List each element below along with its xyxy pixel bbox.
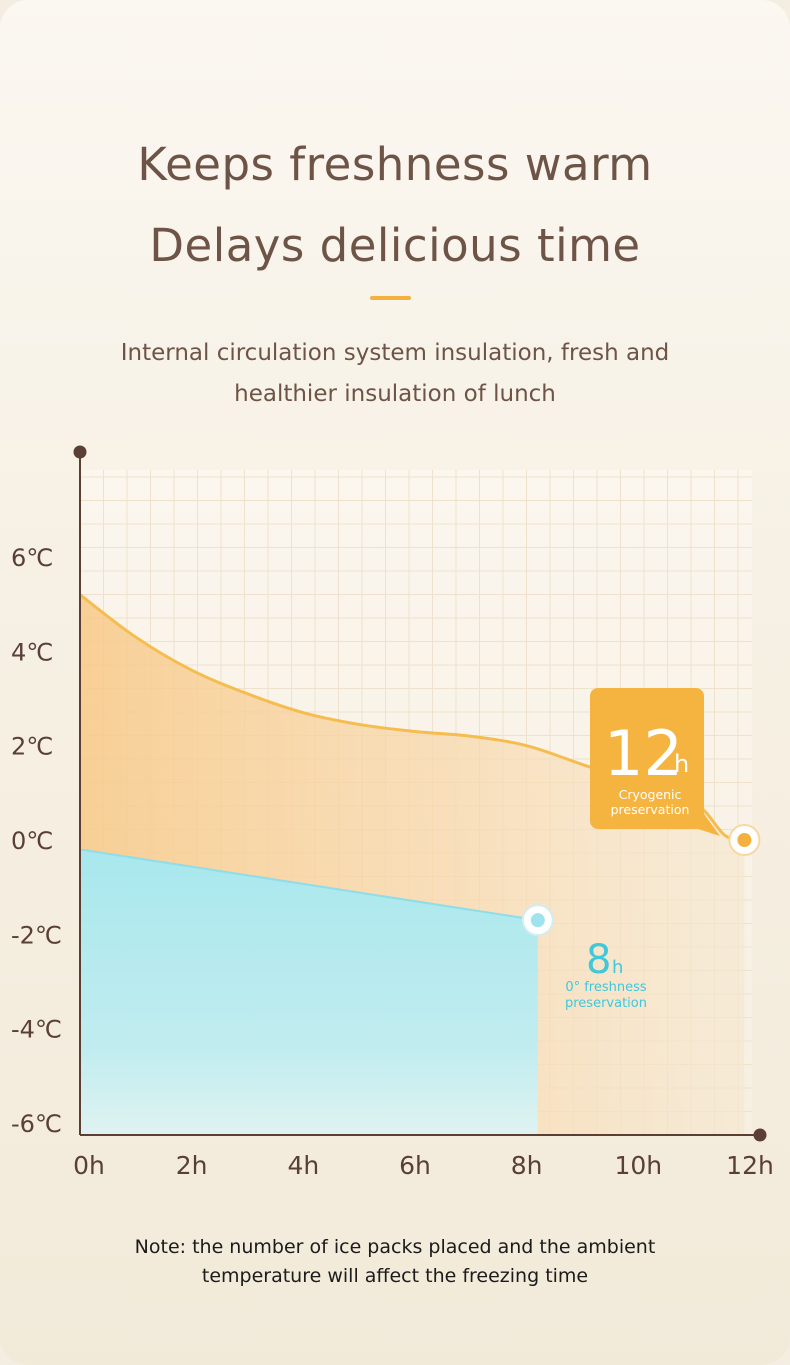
series-1-end-dot	[737, 833, 752, 847]
x-tick-label: 2h	[176, 1151, 208, 1180]
temperature-chart: 6℃4℃2℃0℃-2℃-4℃-6℃0h 2h 4h 6h 8h 10h 12h 12hCry…	[11, 445, 774, 1180]
footnote: Note: the number of ice packs placed and…	[70, 1233, 720, 1291]
subtitle: Internal circulation system insulation, …	[95, 333, 695, 415]
series-2-area	[80, 849, 538, 1135]
subtitle-line-2: healthier insulation of lunch	[234, 381, 556, 407]
annotation-12h-callout	[590, 688, 720, 836]
x-axis-end-dot	[753, 1128, 767, 1142]
y-tick-label: 2℃	[11, 733, 53, 761]
series-2-end-dot	[530, 913, 545, 928]
y-tick-label: -2℃	[11, 921, 62, 949]
annotation-8h-label-1: 0° freshness	[565, 980, 647, 995]
y-tick-label: 4℃	[11, 638, 53, 666]
annotation-8h-unit: h	[612, 957, 623, 978]
y-tick-label: 6℃	[11, 544, 53, 572]
y-axis-end-dot	[73, 445, 87, 459]
x-tick-label: 10h	[615, 1151, 663, 1180]
title-line-1: Keeps freshness warm	[137, 138, 653, 191]
footnote-line-1: Note: the number of ice packs placed and…	[134, 1236, 656, 1258]
annotation-8h-label-2: preservation	[565, 996, 647, 1011]
tick-labels: 6℃4℃2℃0℃-2℃-4℃-6℃0h 2h 4h 6h 8h 10h 12h	[11, 544, 774, 1180]
title-accent-divider	[370, 296, 411, 300]
annotation-12h-label-1: Cryogenic	[619, 787, 682, 802]
x-tick-label: 12h	[726, 1151, 774, 1180]
annotation-12h-value: 12	[604, 717, 683, 790]
y-tick-label: -6℃	[11, 1110, 62, 1138]
series-2-line	[79, 848, 538, 922]
y-tick-label: 0℃	[11, 827, 53, 855]
x-tick-label: 4h	[287, 1151, 319, 1180]
y-tick-label: -4℃	[11, 1016, 62, 1044]
title-line-2: Delays delicious time	[149, 219, 641, 272]
annotation-8h-value: 8	[586, 937, 611, 983]
x-tick-label: 8h	[511, 1151, 543, 1180]
data-areas	[79, 593, 761, 1135]
subtitle-line-1: Internal circulation system insulation, …	[120, 340, 670, 366]
annotation-12h-unit: h	[674, 750, 689, 778]
x-tick-label: 0h	[73, 1151, 105, 1180]
annotation-12h-label-2: preservation	[611, 802, 690, 817]
footnote-line-2: temperature will affect the freezing tim…	[201, 1265, 589, 1287]
x-tick-label: 6h	[399, 1151, 431, 1180]
axes	[73, 445, 767, 1142]
